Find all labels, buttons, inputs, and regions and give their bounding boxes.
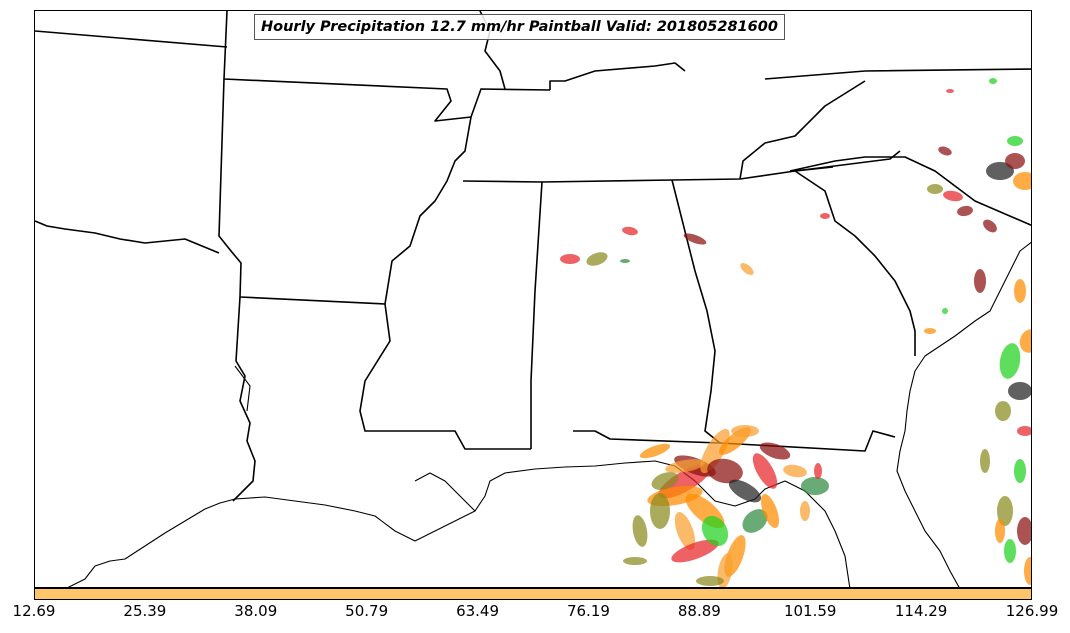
precip-paintball <box>586 252 608 266</box>
state-borders <box>35 11 1031 502</box>
precip-paintball <box>814 463 822 479</box>
precip-paintball <box>560 254 580 264</box>
precip-paintball <box>1019 329 1031 353</box>
precip-paintball <box>1004 539 1016 563</box>
colorbar <box>34 588 1032 600</box>
border-tx-la <box>232 296 256 502</box>
precip-paintball <box>800 501 810 521</box>
precip-paintball <box>623 557 647 565</box>
precip-paintball <box>639 443 671 459</box>
colorbar-tick-label: 88.89 <box>677 602 721 620</box>
precip-paintball <box>1007 136 1023 146</box>
precip-paintball <box>701 515 729 547</box>
coastline <box>67 241 1031 587</box>
precip-paintball <box>671 539 719 563</box>
colorbar-tick-label: 114.29 <box>894 602 948 620</box>
border-ky-north <box>549 62 686 90</box>
precip-paintball <box>632 515 648 547</box>
coast-atlantic <box>896 241 1031 587</box>
colorbar-tick-label: 38.09 <box>234 602 278 620</box>
precip-paintball <box>1008 382 1031 400</box>
coast-la-bays <box>414 472 476 512</box>
border-va-north <box>764 68 1031 80</box>
border-va-nc <box>739 80 866 180</box>
precip-paintball <box>674 512 696 550</box>
precip-paintball <box>801 477 829 495</box>
precip-paintball <box>1017 517 1031 545</box>
precip-paintball <box>683 233 707 245</box>
border-ok-ar <box>218 78 386 305</box>
colorbar-tick-label: 63.49 <box>456 602 500 620</box>
precip-paintball <box>759 442 791 460</box>
border-ms-al <box>530 181 543 449</box>
precip-paintball <box>731 425 759 437</box>
precip-paintball <box>942 308 948 314</box>
river-red <box>234 365 251 412</box>
precip-paintball <box>651 472 679 490</box>
precip-paintball <box>742 509 768 533</box>
precip-paintball <box>740 263 754 275</box>
map-panel <box>34 10 1032 588</box>
precip-paintball <box>700 428 730 474</box>
precip-paintball <box>783 464 807 478</box>
precip-paintball <box>1014 459 1026 483</box>
border-mo-south <box>223 11 551 122</box>
precip-paintball <box>650 493 670 529</box>
colorbar-tick-label: 50.79 <box>345 602 389 620</box>
border-ok-tx <box>35 220 220 254</box>
colorbar-tick-label: 76.19 <box>566 602 610 620</box>
precip-paintball <box>997 496 1013 526</box>
precip-paintball <box>946 89 954 93</box>
precip-paintball <box>995 519 1005 543</box>
precip-paintball <box>820 213 830 219</box>
map-title: Hourly Precipitation 12.7 mm/hr Paintbal… <box>254 14 785 40</box>
border-ga-sc <box>794 170 916 356</box>
precip-paintball <box>980 449 990 473</box>
border-ga-nc <box>794 166 834 172</box>
precip-paintball <box>665 459 705 473</box>
precip-paintball <box>957 205 973 217</box>
precip-paintball <box>995 401 1011 421</box>
border-ms-la-south <box>359 303 531 450</box>
precip-paintball <box>989 78 997 84</box>
precip-paintball <box>728 479 762 503</box>
precip-paintball <box>1014 279 1026 303</box>
precip-paintball <box>986 162 1014 180</box>
precip-paintball <box>927 184 943 194</box>
colorbar-tick-label: 25.39 <box>123 602 167 620</box>
border-nc-sc <box>789 156 1031 227</box>
precip-paintball <box>760 493 780 529</box>
border-al-ga <box>671 179 721 444</box>
colorbar-tick-label: 101.59 <box>783 602 837 620</box>
colorbar-tick-label: 126.99 <box>1005 602 1059 620</box>
precip-paintball <box>974 269 986 293</box>
map-canvas <box>35 11 1031 587</box>
border-ne-ks <box>35 30 228 48</box>
precip-paintball <box>943 190 963 202</box>
precip-paintball <box>1013 172 1031 190</box>
precip-paintball <box>999 343 1021 379</box>
border-ar-ms-river <box>384 116 472 305</box>
colorbar-tick-label: 12.69 <box>12 602 56 620</box>
precip-paintball <box>707 458 743 484</box>
border-tn-south <box>462 150 901 183</box>
precip-paintball <box>1017 426 1031 436</box>
precip-paintball <box>696 576 724 586</box>
precip-paintball <box>924 328 936 334</box>
precip-paintball <box>752 453 778 489</box>
precip-paintball <box>938 146 952 156</box>
precip-paintball <box>620 259 630 263</box>
precip-paintballs <box>560 78 1031 587</box>
precip-paintball <box>622 226 638 236</box>
precip-paintball <box>1005 153 1025 169</box>
precip-paintball <box>983 219 997 233</box>
precip-paintball <box>1024 557 1031 585</box>
